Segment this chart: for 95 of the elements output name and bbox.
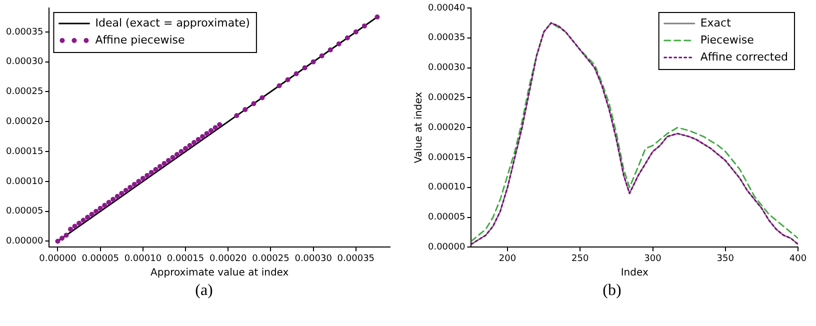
point: [344, 35, 350, 40]
x-tick-label: 0.00030: [294, 254, 332, 264]
y-tick-label: 0.00025: [6, 87, 44, 98]
point: [64, 232, 69, 238]
point: [98, 206, 103, 211]
point: [85, 214, 90, 220]
point: [132, 182, 137, 187]
y-tick-label: 0.00010: [6, 176, 44, 187]
point: [234, 113, 240, 118]
y-tick-label: 0.00030: [428, 63, 466, 74]
y-tick-label: 0.00000: [6, 236, 44, 247]
legend-label: Affine piecewise: [95, 33, 186, 46]
legend-label: Affine corrected: [700, 50, 788, 64]
point: [242, 107, 248, 112]
point: [294, 71, 299, 76]
point: [362, 23, 367, 28]
x-axis-title: Approximate value at index: [150, 268, 289, 279]
x-tick-label: 400: [789, 254, 807, 264]
y-tick-label: 0.00020: [428, 122, 466, 133]
point: [110, 196, 116, 202]
y-tick-label: 0.00005: [6, 206, 44, 217]
point: [140, 176, 146, 181]
x-tick-label: 0.00025: [252, 254, 290, 264]
point: [353, 29, 358, 34]
x-tick-label: 200: [498, 254, 516, 264]
point: [285, 77, 290, 82]
y-tick-label: 0.00025: [428, 93, 466, 104]
point: [166, 158, 171, 163]
point: [328, 47, 333, 52]
point: [128, 184, 133, 190]
point: [178, 149, 184, 154]
y-tick-label: 0.00015: [6, 146, 44, 157]
point: [217, 122, 222, 128]
point: [94, 208, 99, 214]
x-tick-label: 0.00000: [39, 254, 77, 264]
point: [336, 41, 342, 46]
point: [136, 178, 142, 184]
point: [302, 65, 308, 70]
y-tick-label: 0.00010: [428, 182, 466, 193]
text: (a): [195, 282, 213, 300]
point: [148, 170, 154, 175]
point: [157, 164, 162, 169]
point: [89, 212, 94, 217]
point: [208, 128, 214, 134]
point: [72, 224, 78, 229]
point: [276, 83, 282, 88]
x-tick-label: 0.00020: [210, 254, 248, 264]
point: [80, 218, 86, 223]
text: (b): [602, 282, 622, 300]
x-tick-label: 0.00010: [124, 254, 162, 264]
point: [183, 146, 188, 152]
y-tick-label: 0.00040: [428, 3, 466, 14]
y-tick-label: 0.00005: [428, 212, 466, 223]
point: [162, 160, 167, 166]
point: [212, 125, 218, 130]
x-tick-label: 0.00015: [166, 254, 204, 264]
point: [68, 226, 74, 232]
y-tick-label: 0.00035: [428, 33, 466, 44]
x-tick-label: 0.00035: [337, 254, 375, 264]
legend-label: Exact: [700, 16, 732, 30]
point: [106, 200, 112, 205]
x-tick-label: 250: [572, 254, 590, 264]
y-tick-label: 0.00020: [6, 116, 44, 127]
point: [204, 131, 210, 136]
point: [114, 194, 120, 199]
point: [174, 152, 180, 158]
point: [76, 220, 82, 226]
y-tick-label: 0.00000: [428, 242, 466, 253]
point: [153, 166, 158, 172]
point: [170, 155, 176, 160]
point: [260, 95, 265, 100]
y-axis-title: Value at index: [414, 92, 425, 164]
point: [144, 172, 150, 178]
point: [196, 137, 201, 142]
point: [310, 59, 316, 64]
x-tick-label: 300: [644, 254, 662, 264]
point: [123, 188, 128, 193]
y-tick-label: 0.00015: [428, 152, 466, 163]
point: [374, 14, 380, 20]
point: [59, 236, 64, 241]
y-tick-label: 0.00035: [6, 27, 44, 38]
x-axis-title: Index: [620, 268, 648, 279]
point: [102, 202, 108, 208]
x-tick-label: 350: [716, 254, 734, 264]
point: [187, 143, 192, 148]
point: [119, 190, 124, 196]
point: [251, 101, 256, 106]
point: [319, 53, 324, 58]
point: [200, 134, 206, 140]
point: [192, 140, 197, 146]
x-tick-label: 0.00005: [82, 254, 119, 264]
legend-label: Piecewise: [700, 33, 754, 46]
y-tick-label: 0.00030: [6, 57, 44, 68]
legend-label: Ideal (exact = approximate): [95, 16, 250, 30]
point: [55, 238, 60, 244]
